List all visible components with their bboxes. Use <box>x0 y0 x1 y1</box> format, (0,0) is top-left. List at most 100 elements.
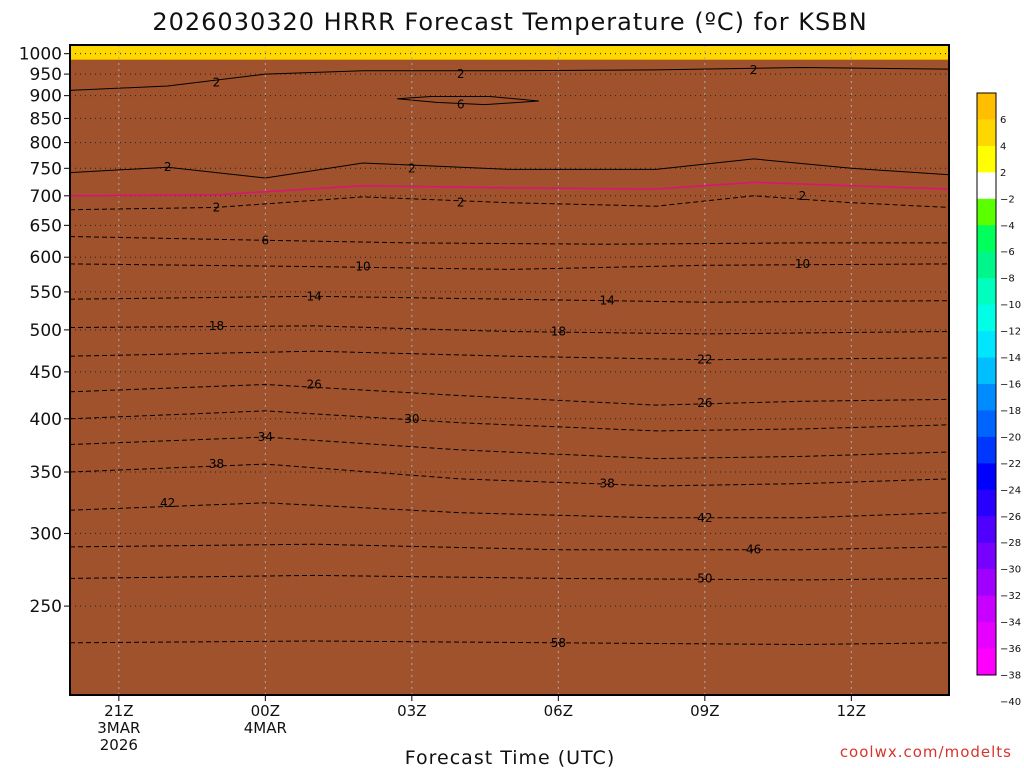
legend-tick-label: −18 <box>1000 406 1021 417</box>
legend-swatch <box>977 463 996 491</box>
contour-label: 26 <box>307 377 322 391</box>
legend-tick-label: 4 <box>1000 141 1006 152</box>
legend-tick-label: −6 <box>1000 247 1015 258</box>
isotherm-2 <box>69 66 950 91</box>
chart-title: 2026030320 HRRR Forecast Temperature (ºC… <box>152 8 867 36</box>
contour-label: 6 <box>262 233 270 247</box>
temperature-band <box>70 47 949 52</box>
color-legend: 6 4 2 −2 −4 −6 −8 −10 −12 −14 −16 −18 −20 −22 −24 −26 −2… <box>976 92 1021 708</box>
legend-swatch <box>977 304 996 332</box>
legend-tick-label: −30 <box>1000 565 1021 576</box>
legend-tick-label: −20 <box>1000 432 1021 443</box>
legend-swatch <box>977 622 996 650</box>
legend-tick-label: −8 <box>1000 274 1015 285</box>
isotherm--22 <box>69 350 950 361</box>
pressure-axis: 2503003504004505005506006507007508008509… <box>19 45 70 617</box>
contour-label: 10 <box>355 260 370 274</box>
legend-swatch <box>977 172 996 200</box>
temperature-band <box>70 45 949 49</box>
legend-tick-label: −38 <box>1000 671 1021 682</box>
contour-label: 6 <box>457 98 465 112</box>
y-tick-label: 650 <box>30 216 62 236</box>
legend-tick-label: −14 <box>1000 353 1021 364</box>
contour-label: 10 <box>795 257 810 271</box>
x-tick-label: 12Z <box>837 702 866 720</box>
legend-tick-label: −12 <box>1000 327 1021 338</box>
y-tick-label: 550 <box>30 283 62 303</box>
legend-tick-label: −4 <box>1000 221 1015 232</box>
contour-label: 18 <box>209 319 224 333</box>
source-credit: coolwx.com/modelts <box>840 743 1012 761</box>
legend-tick-label: −34 <box>1000 618 1021 629</box>
legend-swatch <box>977 119 996 147</box>
legend-swatch <box>977 145 996 173</box>
contour-label: 2 <box>750 63 758 77</box>
legend-swatch <box>977 542 996 570</box>
x-tick-label: 21Z <box>104 702 133 720</box>
x-tick-label: 00Z <box>251 702 280 720</box>
y-tick-label: 250 <box>30 597 62 617</box>
contour-label: 2 <box>213 200 221 214</box>
y-tick-label: 350 <box>30 463 62 483</box>
legend-swatch <box>977 595 996 623</box>
legend-frame <box>976 92 997 676</box>
contour-label: 2 <box>457 67 465 81</box>
legend-tick-label: −10 <box>1000 300 1021 311</box>
isotherm--50 <box>69 574 950 581</box>
ground-fill <box>70 59 949 696</box>
legend-swatch <box>977 251 996 279</box>
y-tick-label: 900 <box>30 87 62 107</box>
contour-label: 50 <box>697 571 712 585</box>
legend-tick-label: −26 <box>1000 512 1021 523</box>
temperature-band <box>70 50 949 55</box>
legend-swatch <box>977 357 996 385</box>
contour-label: 2 <box>799 189 807 203</box>
legend-tick-label: −2 <box>1000 194 1015 205</box>
contour-label: 14 <box>600 294 615 308</box>
legend-swatch <box>977 225 996 253</box>
legend-swatch <box>977 516 996 544</box>
y-tick-label: 800 <box>30 134 62 154</box>
y-tick-label: 700 <box>30 187 62 207</box>
x-tick-label: 06Z <box>544 702 573 720</box>
contour-label: 2 <box>213 76 221 90</box>
legend-swatch <box>977 410 996 438</box>
plot-frame <box>69 44 950 696</box>
contour-label: 38 <box>209 457 224 471</box>
contour-label: 2 <box>408 161 416 175</box>
contour-label: 42 <box>160 496 175 510</box>
y-tick-label: 600 <box>30 248 62 268</box>
contour-label: 26 <box>697 396 712 410</box>
legend-swatch <box>977 198 996 226</box>
x-tick-label: 2026 <box>100 736 138 754</box>
contour-label: 2 <box>457 196 465 210</box>
isotherm-6 <box>397 96 539 106</box>
legend-swatch <box>977 384 996 411</box>
isotherm--6 <box>69 236 949 245</box>
legend-swatch <box>977 93 996 120</box>
y-tick-label: 750 <box>30 159 62 179</box>
grid-lines <box>70 45 949 695</box>
y-tick-label: 1000 <box>19 45 62 65</box>
y-tick-label: 450 <box>30 363 62 383</box>
isotherm--58 <box>69 640 950 646</box>
y-tick-label: 850 <box>30 109 62 129</box>
contour-label: 58 <box>551 636 566 650</box>
isotherm--38 <box>69 463 950 487</box>
x-tick-label: 09Z <box>690 702 719 720</box>
isotherm-2 <box>69 158 950 179</box>
temperature-band <box>70 53 949 58</box>
contour-label: 46 <box>746 543 761 557</box>
x-tick-label: 3MAR <box>97 719 140 737</box>
contour-label: 18 <box>551 324 566 338</box>
x-axis-label: Forecast Time (UTC) <box>405 747 615 768</box>
isotherm--46 <box>69 543 950 551</box>
isotherm--14 <box>69 295 950 303</box>
contour-label: 14 <box>307 289 322 303</box>
y-tick-label: 950 <box>30 65 62 85</box>
legend-tick-label: −16 <box>1000 380 1021 391</box>
legend-tick-label: 6 <box>1000 115 1006 126</box>
legend-swatch <box>977 278 996 306</box>
